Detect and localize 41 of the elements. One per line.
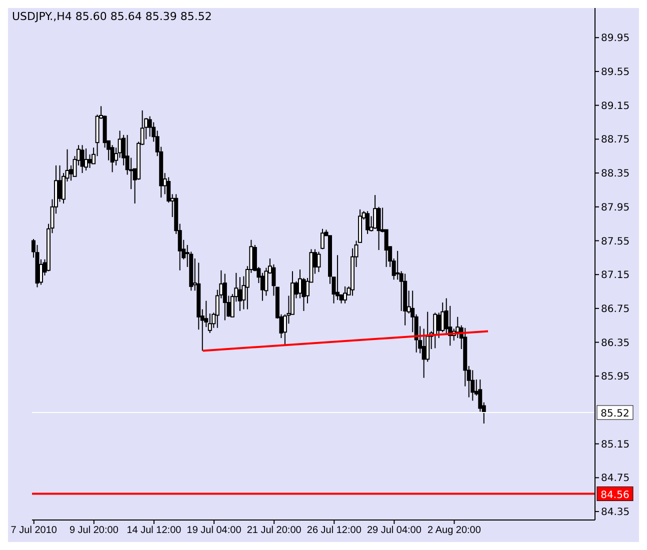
- candlestick: [436, 312, 441, 339]
- x-tick-label: 7 Jul 2010: [10, 525, 58, 536]
- x-tick-label: 26 Jul 12:00: [306, 525, 362, 536]
- x-tick-label: 19 Jul 04:00: [186, 525, 242, 536]
- y-tick-label: 88.35: [601, 168, 630, 180]
- y-tick-label: 86.75: [601, 304, 630, 315]
- y-tick-label: 85.95: [601, 372, 630, 383]
- candlestick: [320, 228, 325, 250]
- y-tick-label: 87.95: [601, 202, 630, 214]
- y-tick-label: 84.75: [601, 473, 630, 484]
- chart-title: USDJPY.,H4 85.60 85.64 85.39 85.52: [12, 10, 212, 23]
- candlestick: [316, 251, 321, 273]
- y-tick-label: 88.75: [601, 134, 630, 146]
- x-tick-label: 2 Aug 20:00: [428, 525, 482, 536]
- candlestick: [80, 144, 84, 174]
- y-tick-label: 86.35: [601, 338, 630, 349]
- y-tick-label: 89.15: [601, 100, 630, 112]
- x-tick-label: 9 Jul 20:00: [69, 525, 119, 536]
- candlestick: [343, 286, 348, 304]
- x-tick-label: 21 Jul 20:00: [246, 525, 302, 536]
- candlestick: [336, 254, 340, 300]
- y-tick-label: 84.35: [601, 507, 630, 518]
- y-tick-label: 85.15: [601, 439, 630, 450]
- candlestick: [84, 148, 88, 171]
- y-tick-label: 87.55: [601, 236, 630, 248]
- candlestick: [470, 370, 475, 402]
- candlestick: [222, 273, 227, 321]
- y-tick-label: 89.55: [601, 67, 630, 78]
- candlestick: [88, 154, 92, 168]
- y-tick-label: 87.15: [601, 270, 630, 282]
- x-tick-label: 14 Jul 12:00: [126, 525, 182, 536]
- candlestick: [238, 276, 242, 312]
- ref-line-label: 84.56: [600, 490, 630, 501]
- candlestick: [433, 312, 438, 349]
- candlestick: [148, 116, 152, 138]
- x-tick-label: 29 Jul 04:00: [366, 525, 422, 536]
- ref-line-label: 85.52: [600, 408, 630, 420]
- candlestick: [110, 144, 114, 173]
- candlestick: [373, 194, 378, 230]
- y-tick-label: 89.95: [601, 33, 630, 44]
- candlestick: [366, 210, 370, 234]
